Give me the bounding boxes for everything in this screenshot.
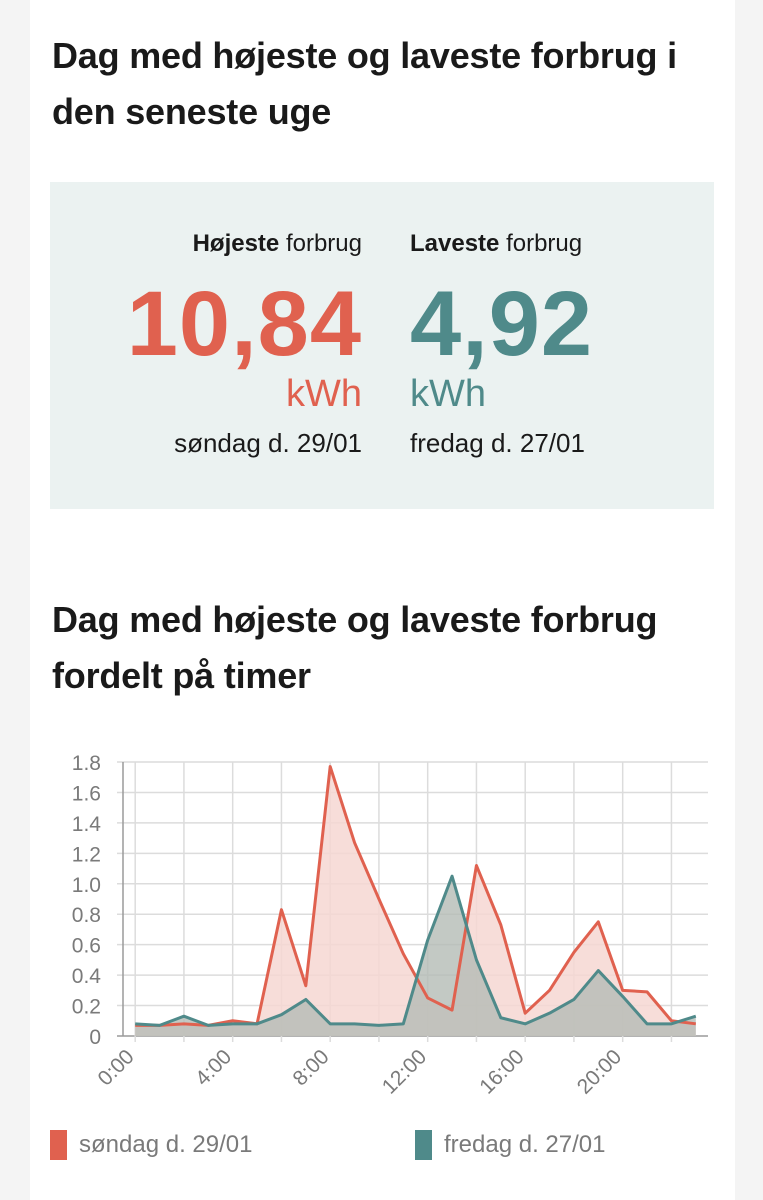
y-tick-label: 1.8: [72, 752, 101, 775]
legend-swatch-friday: [415, 1130, 432, 1160]
x-tick-label: 0:00: [94, 1045, 139, 1090]
series-line-1: [135, 874, 697, 1027]
legend-item-sunday[interactable]: søndag d. 29/01: [50, 1130, 252, 1160]
x-tick-label: 4:00: [191, 1045, 236, 1090]
x-tick-label: 12:00: [378, 1045, 431, 1098]
y-tick-label: 0.4: [72, 965, 102, 988]
legend-swatch-sunday: [50, 1130, 67, 1160]
highest-unit: kWh: [286, 373, 362, 415]
lowest-date: fredag d. 27/01: [410, 428, 585, 458]
highest-label-rest: forbrug: [285, 230, 362, 257]
y-tick-label: 0: [89, 1026, 101, 1049]
highest-label-bold: Højeste: [192, 230, 280, 257]
legend-label-friday: fredag d. 27/01: [444, 1131, 606, 1158]
y-tick-label: 1.4: [72, 813, 102, 836]
hourly-area-chart: 0 0.2 0.4 0.6 0.8 1.0 1.2 1.4 1.6 1.8 0:00 4:00 8:00…: [72, 752, 708, 1099]
legend-item-friday[interactable]: fredag d. 27/01: [415, 1130, 605, 1160]
x-tick-label: 8:00: [289, 1045, 334, 1090]
lowest-label-rest: forbrug: [506, 230, 583, 257]
lowest-label-bold: Laveste: [410, 230, 500, 257]
highest-date: søndag d. 29/01: [174, 428, 362, 458]
hourly-title: Dag med højeste og laveste forbrug forde…: [52, 599, 658, 696]
y-tick-label: 1.6: [72, 782, 101, 805]
x-tick-label: 16:00: [475, 1045, 528, 1098]
y-tick-label: 1.0: [72, 874, 101, 897]
x-tick-label: 20:00: [573, 1045, 626, 1098]
lowest-unit: kWh: [410, 373, 486, 415]
highest-value: 10,84: [126, 273, 362, 375]
summary-title: Dag med højeste og laveste forbrug i den…: [52, 35, 677, 132]
lowest-label: Laveste forbrug: [410, 230, 670, 258]
y-tick-label: 1.2: [72, 843, 101, 866]
y-tick-label: 0.6: [72, 935, 101, 958]
highest-label: Højeste forbrug: [102, 230, 362, 258]
series-area-0: [135, 766, 696, 1036]
y-tick-label: 0.8: [72, 904, 101, 927]
series-line-0: [135, 765, 696, 1027]
lowest-value: 4,92: [410, 273, 594, 375]
summary-card: Højeste forbrug 10,84 kWh søndag d. 29/0…: [50, 182, 714, 509]
legend-label-sunday: søndag d. 29/01: [79, 1131, 253, 1158]
page: Dag med højeste og laveste forbrug i den…: [30, 0, 735, 1200]
y-tick-label: 0.2: [72, 996, 101, 1019]
